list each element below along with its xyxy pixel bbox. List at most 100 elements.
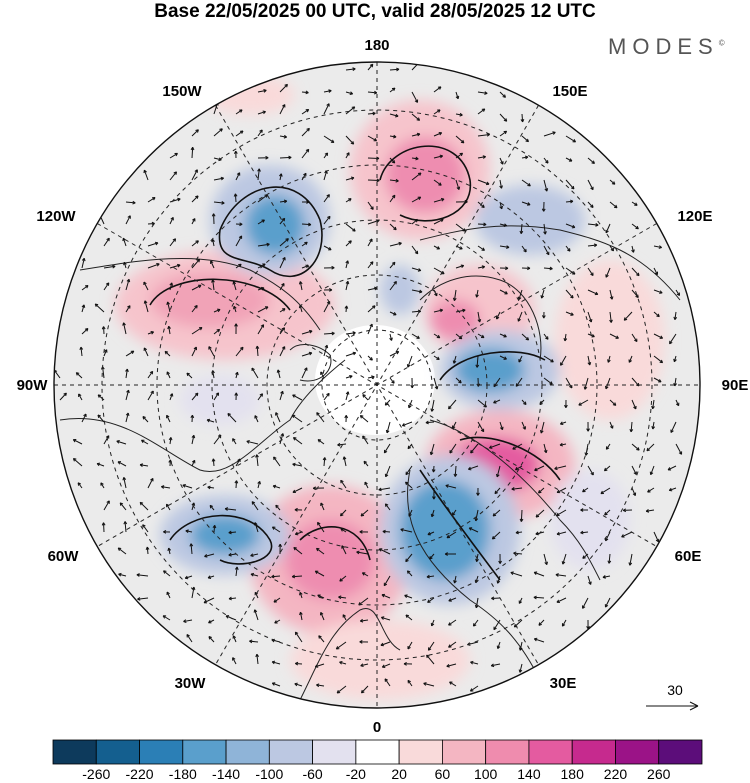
wind-vector-head [251,501,256,505]
wind-vector-head [336,690,341,694]
colorbar-swatch [571,739,616,765]
wind-vector [81,258,85,269]
wind-vector-head [502,94,506,98]
colorbar-swatch [615,739,660,765]
wind-vector [317,439,325,445]
wind-vector-head [209,260,214,264]
wind-vector-head [324,152,329,156]
wind-vector-head [232,281,237,285]
wind-vector-head [78,393,82,397]
wind-vector [340,479,347,489]
wind-vector-head [209,504,214,509]
wind-vector [186,372,193,379]
wind-vector-head [349,91,354,96]
wind-vector-head [469,688,474,692]
wind-vector [317,594,325,599]
wind-vector-head [635,294,639,298]
wind-vector-head [344,415,349,419]
wind-vector-head [480,334,485,339]
wind-vector [477,421,485,432]
wind-vector-head [515,530,519,535]
reference-vector-label: 30 [667,682,683,698]
wind-vector-head [331,265,335,270]
wind-vector [653,333,663,339]
label-90w: 90W [17,377,49,394]
wind-vector-head [314,664,319,668]
wind-vector [670,421,677,433]
wind-vector [345,223,356,232]
wind-vector [345,375,353,379]
wind-vector-head [429,451,434,456]
wind-vector-head [356,550,360,555]
wind-vector-head [149,370,154,375]
wind-vector [257,393,263,401]
wind-vector-head [503,118,508,122]
wind-vector-head [251,367,255,372]
wind-vector-head [519,230,524,234]
wind-vector [477,311,481,323]
wind-vector [144,300,149,313]
wind-vector [279,156,292,159]
wind-vector [139,501,149,511]
wind-vector [210,260,215,269]
wind-vector [367,179,380,182]
wind-vector-head [416,335,420,339]
wind-vector-head [208,636,212,640]
wind-vector-head [552,131,556,135]
wind-vector [430,443,435,455]
wind-vector-head [560,362,564,366]
wind-vector [213,177,224,181]
wind-vector [125,350,135,357]
wind-vector [161,486,171,489]
wind-vector-head [345,260,350,264]
wind-vector-head [317,521,321,526]
wind-vector-head [484,91,488,95]
wind-vector-head [193,346,198,351]
wind-vector-head [261,286,265,291]
wind-vector-head [523,401,527,406]
wind-vector [389,377,395,384]
wind-vector [233,281,237,291]
wind-vector [433,86,442,93]
wind-vector [383,443,391,454]
wind-vector [361,685,369,694]
wind-vector [345,68,356,71]
wind-vector [271,661,281,665]
wind-vector-head [143,300,148,304]
wind-vector-head [410,384,415,389]
coastlines [59,225,681,701]
wind-vector [587,179,594,190]
wind-vector-head [404,594,408,598]
wind-vector-head [651,426,656,430]
wind-vector-head [282,308,286,312]
wind-vector [208,636,215,643]
wind-vector-head [590,204,594,208]
wind-vector-head [449,681,453,685]
wind-vector [621,531,633,538]
wind-vector-head [156,262,160,267]
wind-vector-head [81,257,86,262]
wind-vector [167,301,171,313]
wind-vector [580,531,589,534]
wind-vector [204,553,215,557]
wind-vector [323,457,326,467]
wind-vector-head [206,418,211,423]
wind-vector [143,281,149,291]
wind-vector [454,465,457,477]
wind-vector [254,415,259,423]
wind-vector [493,619,501,630]
wind-vector [380,641,391,646]
wind-vector [609,399,617,406]
wind-vector-head [163,570,167,574]
wind-vector-head [164,350,169,355]
wind-vector-head [351,106,356,110]
wind-vector-head [211,279,215,283]
wind-vector-head [154,241,159,246]
wind-vector-head [438,131,443,136]
wind-vector-head [348,198,352,202]
wind-vector-head [84,328,89,332]
wind-vector [448,641,457,648]
wind-vector [147,371,154,379]
wind-vector-head [567,248,571,252]
wind-vector-head [316,412,320,416]
